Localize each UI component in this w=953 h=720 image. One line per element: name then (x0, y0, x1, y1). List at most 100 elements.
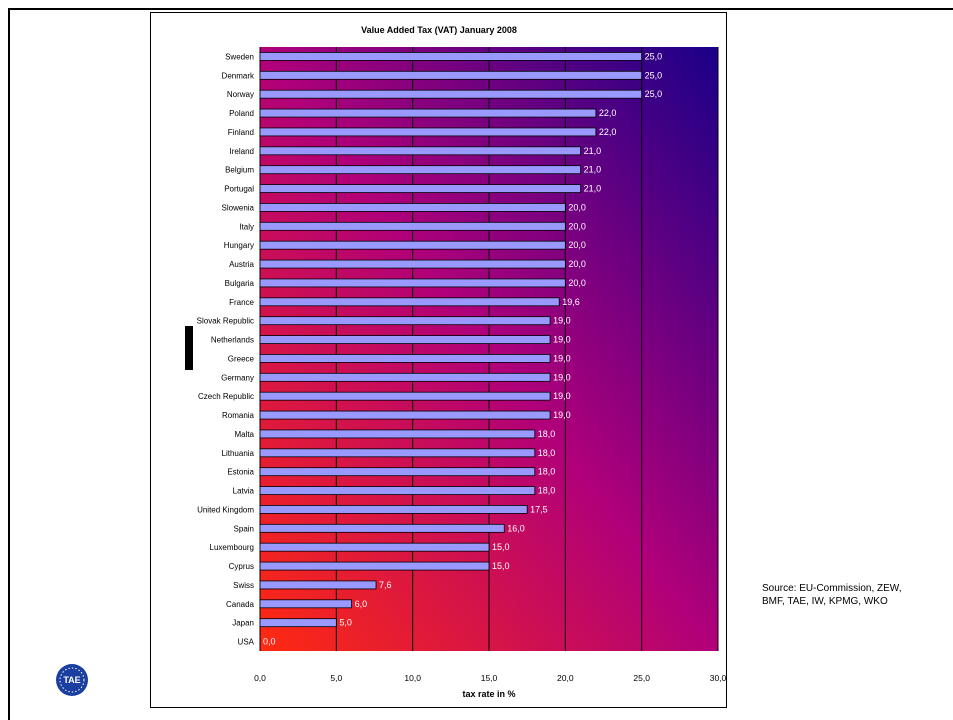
x-tick-label: 5,0 (330, 673, 342, 683)
value-label: 19,0 (553, 335, 571, 345)
value-label: 20,0 (568, 221, 586, 231)
category-label: Denmark (222, 71, 255, 80)
category-label: Belgium (225, 166, 254, 175)
vat-bar-chart: Value Added Tax (VAT) January 2008 Swede… (197, 25, 727, 699)
value-label: 5,0 (339, 618, 352, 628)
value-label: 6,0 (355, 599, 368, 609)
source-line-1: Source: EU-Commission, ZEW, (762, 583, 902, 594)
bar (259, 335, 551, 344)
category-label: Luxembourg (210, 543, 254, 552)
value-label: 19,0 (553, 353, 571, 363)
bar (259, 240, 566, 250)
bar (259, 391, 551, 401)
value-label: 21,0 (584, 165, 602, 175)
category-label: Swiss (233, 581, 254, 590)
bar (259, 221, 566, 231)
category-label: France (229, 298, 254, 307)
value-label: 20,0 (568, 202, 586, 212)
category-label: Finland (228, 128, 254, 137)
bar (259, 580, 377, 590)
bar (259, 354, 551, 363)
category-label: Slowenia (222, 203, 255, 212)
value-label: 25,0 (645, 89, 663, 99)
value-label: 18,0 (538, 448, 556, 458)
tae-logo: TAE (56, 664, 88, 696)
value-label: 22,0 (599, 108, 617, 118)
value-labels: 25,0 25,0 25,0 22,0 22,0 21,0 21,0 21,0 20,0 20,0… (263, 51, 662, 646)
category-label: Sweden (225, 52, 254, 61)
category-label: Poland (229, 109, 254, 118)
value-label: 17,5 (530, 504, 548, 514)
category-label: Slovak Republic (197, 317, 254, 326)
value-label: 20,0 (568, 240, 586, 250)
chart-area: Value Added Tax (VAT) January 2008 Swede… (150, 12, 727, 708)
value-label: 19,6 (562, 297, 580, 307)
value-label: 18,0 (538, 486, 556, 496)
value-label: 19,0 (553, 372, 571, 382)
value-label: 19,0 (553, 391, 571, 401)
category-label: Norway (227, 90, 254, 99)
source-line-2: BMF, TAE, IW, KPMG, WKO (762, 596, 888, 607)
x-tick-label: 20,0 (557, 673, 574, 683)
value-label: 25,0 (645, 51, 663, 61)
category-label: Italy (239, 222, 254, 231)
x-tick-label: 30,0 (710, 673, 727, 683)
x-tick-label: 10,0 (404, 673, 421, 683)
value-label: 0,0 (263, 637, 276, 647)
bar (259, 203, 566, 212)
x-tick-label: 15,0 (481, 673, 498, 683)
category-label: Cyprus (229, 562, 254, 571)
value-label: 19,0 (553, 410, 571, 420)
category-label: Malta (234, 430, 254, 439)
category-label: Austria (229, 260, 254, 269)
category-label: Czech Republic (198, 392, 254, 401)
bar (259, 618, 337, 628)
x-axis-label: tax rate in % (462, 689, 515, 699)
category-label: Germany (221, 373, 254, 382)
bar (259, 259, 566, 269)
bar (259, 429, 536, 439)
chart-title: Value Added Tax (VAT) January 2008 (361, 25, 517, 35)
bar (259, 448, 536, 458)
bar (259, 561, 490, 571)
category-label: Ireland (230, 147, 254, 156)
selection-marker (185, 326, 193, 370)
category-label: Romania (222, 411, 255, 420)
bar (259, 165, 582, 175)
category-label: Netherlands (211, 336, 254, 345)
value-label: 15,0 (492, 561, 510, 571)
slide-frame (8, 8, 953, 720)
bar (259, 542, 490, 552)
category-label: Estonia (227, 468, 254, 477)
bar (259, 486, 536, 495)
bar (259, 52, 643, 61)
value-label: 18,0 (538, 429, 556, 439)
category-label: Spain (234, 524, 254, 533)
svg-text:TAE: TAE (63, 675, 80, 685)
bars (259, 52, 643, 628)
category-label: Hungary (224, 241, 254, 250)
bar (259, 70, 643, 80)
bar (259, 372, 551, 382)
bar (259, 184, 582, 193)
value-label: 7,6 (379, 580, 392, 590)
category-label: Latvia (233, 487, 255, 496)
bar (259, 127, 597, 137)
category-label: Portugal (224, 185, 254, 194)
value-label: 21,0 (584, 146, 602, 156)
category-label: Greece (228, 354, 255, 363)
x-tick-label: 25,0 (633, 673, 650, 683)
value-label: 25,0 (645, 70, 663, 80)
bar (259, 505, 528, 514)
category-label: Japan (232, 619, 254, 628)
bar (259, 108, 597, 118)
source-note: Source: EU-Commission, ZEW, BMF, TAE, IW… (762, 582, 952, 608)
value-label: 22,0 (599, 127, 617, 137)
value-label: 20,0 (568, 259, 586, 269)
bar (259, 89, 643, 99)
category-label: USA (238, 638, 255, 647)
bar (259, 316, 551, 326)
bar (259, 297, 560, 307)
bar (259, 523, 505, 533)
value-label: 19,0 (553, 316, 571, 326)
